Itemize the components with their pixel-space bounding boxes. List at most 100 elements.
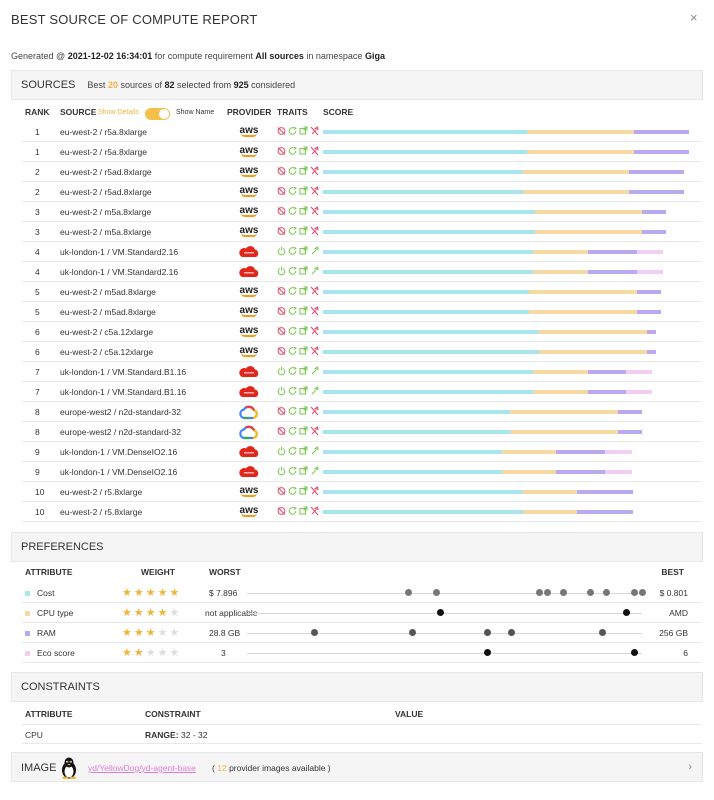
traits <box>277 486 319 496</box>
star-icon[interactable]: ★ <box>169 647 182 659</box>
provider-logo <box>237 464 261 480</box>
clock-off-icon <box>277 287 286 295</box>
preference-range-line <box>247 653 642 654</box>
preference-dot <box>310 629 318 636</box>
oracle-cloud-icon <box>239 366 259 377</box>
table-row[interactable]: 1 eu-west-2 / r5a.8xlarge aws <box>22 142 702 162</box>
star-icon[interactable]: ★ <box>133 607 146 619</box>
score-cost-segment <box>323 250 533 254</box>
star-icon[interactable]: ★ <box>157 647 170 659</box>
table-row[interactable]: 5 eu-west-2 / m5ad.8xlarge aws <box>22 282 702 302</box>
oracle-cloud-icon <box>239 386 259 397</box>
score-ram-segment <box>646 350 657 354</box>
constraint-attribute: CPU <box>25 730 43 740</box>
table-row[interactable]: 6 eu-west-2 / c5a.12xlarge aws <box>22 342 702 362</box>
provider-logo: aws <box>237 324 261 340</box>
star-icon[interactable]: ★ <box>157 607 170 619</box>
star-icon[interactable]: ★ <box>145 647 158 659</box>
star-icon[interactable]: ★ <box>145 587 158 599</box>
source-name: uk-london-1 / VM.Standard.B1.16 <box>60 387 187 397</box>
refresh-icon <box>288 246 297 255</box>
weight-stars[interactable]: ★★★★★ <box>122 606 181 619</box>
image-bar[interactable]: IMAGE yd/YellowDog/yd-agent-base ( 12 pr… <box>11 752 703 782</box>
table-row[interactable]: 2 eu-west-2 / r5ad.8xlarge aws <box>22 162 702 182</box>
source-rank: 10 <box>35 507 45 517</box>
star-icon[interactable]: ★ <box>145 627 158 639</box>
aws-logo-icon: aws <box>239 305 259 317</box>
score-cpu-segment <box>532 390 588 394</box>
source-name: europe-west2 / n2d-standard-32 <box>60 407 181 417</box>
summary-from: selected from <box>177 80 232 90</box>
tools-off-icon <box>310 406 319 416</box>
provider-logo <box>237 364 261 380</box>
star-icon[interactable]: ★ <box>169 607 182 619</box>
tools-off-icon <box>310 186 319 196</box>
pref-col-attribute: ATTRIBUTE <box>25 567 73 577</box>
provider-logo: aws <box>237 144 261 160</box>
star-icon[interactable]: ★ <box>157 587 170 599</box>
table-row[interactable]: 10 eu-west-2 / r5.8xlarge aws <box>22 502 702 522</box>
table-row[interactable]: 7 uk-london-1 / VM.Standard.B1.16 <box>22 382 702 402</box>
table-row[interactable]: 1 eu-west-2 / r5a.8xlarge aws <box>22 122 702 142</box>
table-row[interactable]: 2 eu-west-2 / r5ad.8xlarge aws <box>22 182 702 202</box>
report-title: BEST SOURCE OF COMPUTE REPORT <box>11 12 258 27</box>
summary-selected-count: 82 <box>164 80 175 90</box>
table-row[interactable]: 3 eu-west-2 / m5a.8xlarge aws <box>22 202 702 222</box>
table-row[interactable]: 6 eu-west-2 / c5a.12xlarge aws <box>22 322 702 342</box>
star-icon[interactable]: ★ <box>157 627 170 639</box>
weight-stars[interactable]: ★★★★★ <box>122 626 181 639</box>
score-ram-segment <box>617 430 643 434</box>
tools-off-icon <box>310 506 319 516</box>
traits <box>277 386 319 396</box>
col-provider: PROVIDER <box>227 107 272 117</box>
preference-dot <box>602 589 610 596</box>
table-row[interactable]: 8 europe-west2 / n2d-standard-32 <box>22 422 702 442</box>
star-icon[interactable]: ★ <box>133 627 146 639</box>
refresh-icon <box>288 306 297 315</box>
source-name: eu-west-2 / r5a.8xlarge <box>60 127 147 137</box>
constraint-row: CPU RANGE: 32 - 32 <box>22 724 702 744</box>
source-rank: 5 <box>35 287 40 297</box>
star-icon[interactable]: ★ <box>145 607 158 619</box>
score-cpu-segment <box>532 270 588 274</box>
external-link-icon <box>299 466 308 475</box>
star-icon[interactable]: ★ <box>133 647 146 659</box>
show-name-toggle[interactable] <box>145 108 170 120</box>
table-row[interactable]: 9 uk-london-1 / VM.DenseIO2.16 <box>22 442 702 462</box>
source-name: eu-west-2 / r5.8xlarge <box>60 507 143 517</box>
star-icon[interactable]: ★ <box>122 607 134 619</box>
table-row[interactable]: 5 eu-west-2 / m5ad.8xlarge aws <box>22 302 702 322</box>
star-icon[interactable]: ★ <box>122 627 134 639</box>
star-icon[interactable]: ★ <box>169 587 182 599</box>
close-icon[interactable]: × <box>690 10 698 25</box>
aws-logo-icon: aws <box>239 505 259 517</box>
table-row[interactable]: 10 eu-west-2 / r5.8xlarge aws <box>22 482 702 502</box>
chevron-right-icon[interactable]: › <box>688 761 692 773</box>
table-row[interactable]: 4 uk-london-1 / VM.Standard2.16 <box>22 262 702 282</box>
score-cpu-segment <box>538 330 647 334</box>
weight-stars[interactable]: ★★★★★ <box>122 646 181 659</box>
table-row[interactable]: 4 uk-london-1 / VM.Standard2.16 <box>22 242 702 262</box>
clock-off-icon <box>277 327 286 335</box>
traits <box>277 406 319 416</box>
preference-worst: 28.8 GB <box>209 628 241 638</box>
source-rank: 5 <box>35 307 40 317</box>
table-row[interactable]: 8 europe-west2 / n2d-standard-32 <box>22 402 702 422</box>
table-row[interactable]: 7 uk-london-1 / VM.Standard.B1.16 <box>22 362 702 382</box>
preferences-table-header: ATTRIBUTE WEIGHT WORST BEST <box>22 567 702 581</box>
star-icon[interactable]: ★ <box>122 647 134 659</box>
tools-icon <box>311 366 319 375</box>
score-cpu-segment <box>538 350 647 354</box>
preference-dot <box>559 589 567 596</box>
source-rank: 4 <box>35 267 40 277</box>
star-icon[interactable]: ★ <box>133 587 146 599</box>
score-cost-segment <box>323 470 502 474</box>
score-eco-segment <box>625 370 653 374</box>
preference-dot <box>638 589 646 596</box>
weight-stars[interactable]: ★★★★★ <box>122 586 181 599</box>
star-icon[interactable]: ★ <box>169 627 182 639</box>
table-row[interactable]: 3 eu-west-2 / m5a.8xlarge aws <box>22 222 702 242</box>
table-row[interactable]: 9 uk-london-1 / VM.DenseIO2.16 <box>22 462 702 482</box>
image-link[interactable]: yd/YellowDog/yd-agent-base <box>88 763 196 773</box>
star-icon[interactable]: ★ <box>122 587 134 599</box>
